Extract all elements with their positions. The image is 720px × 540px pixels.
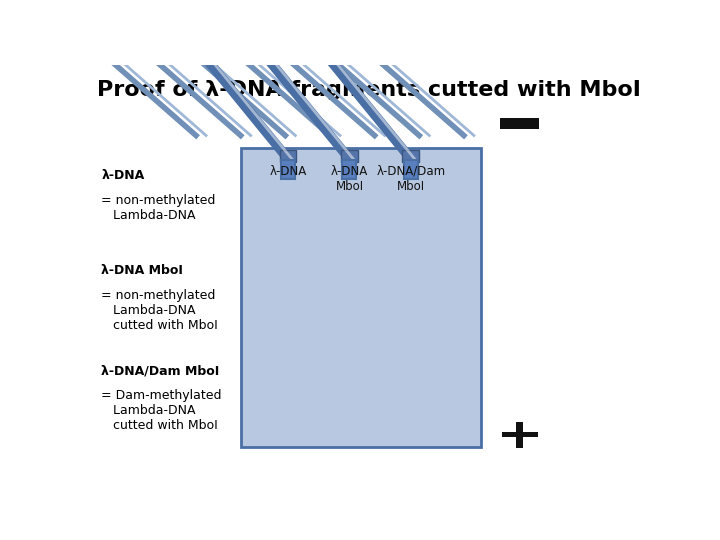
Text: = non-methylated
   Lambda-DNA: = non-methylated Lambda-DNA	[101, 194, 215, 222]
Bar	[404, 160, 418, 179]
Text: = non-methylated
   Lambda-DNA
   cutted with MboI: = non-methylated Lambda-DNA cutted with …	[101, 289, 218, 332]
Bar	[240, 148, 481, 447]
Text: λ-DNA/Dam MboI: λ-DNA/Dam MboI	[101, 364, 220, 377]
Text: Proof of λ-DNA fragments cutted with MboI: Proof of λ-DNA fragments cutted with Mbo…	[97, 80, 641, 100]
Text: λ-DNA
MboI: λ-DNA MboI	[331, 165, 368, 193]
Bar	[402, 150, 419, 161]
Bar	[341, 150, 358, 161]
Bar	[281, 160, 295, 179]
Text: = Dam-methylated
   Lambda-DNA
   cutted with MboI: = Dam-methylated Lambda-DNA cutted with …	[101, 389, 222, 432]
Bar	[343, 160, 356, 179]
Bar	[502, 433, 538, 437]
Bar	[279, 150, 297, 161]
Text: λ-DNA/Dam
MboI: λ-DNA/Dam MboI	[377, 165, 446, 193]
Bar	[516, 422, 523, 448]
Text: λ-DNA MboI: λ-DNA MboI	[101, 265, 183, 278]
Text: λ-DNA: λ-DNA	[269, 165, 307, 178]
Bar	[500, 118, 539, 129]
Text: λ-DNA: λ-DNA	[101, 168, 145, 182]
